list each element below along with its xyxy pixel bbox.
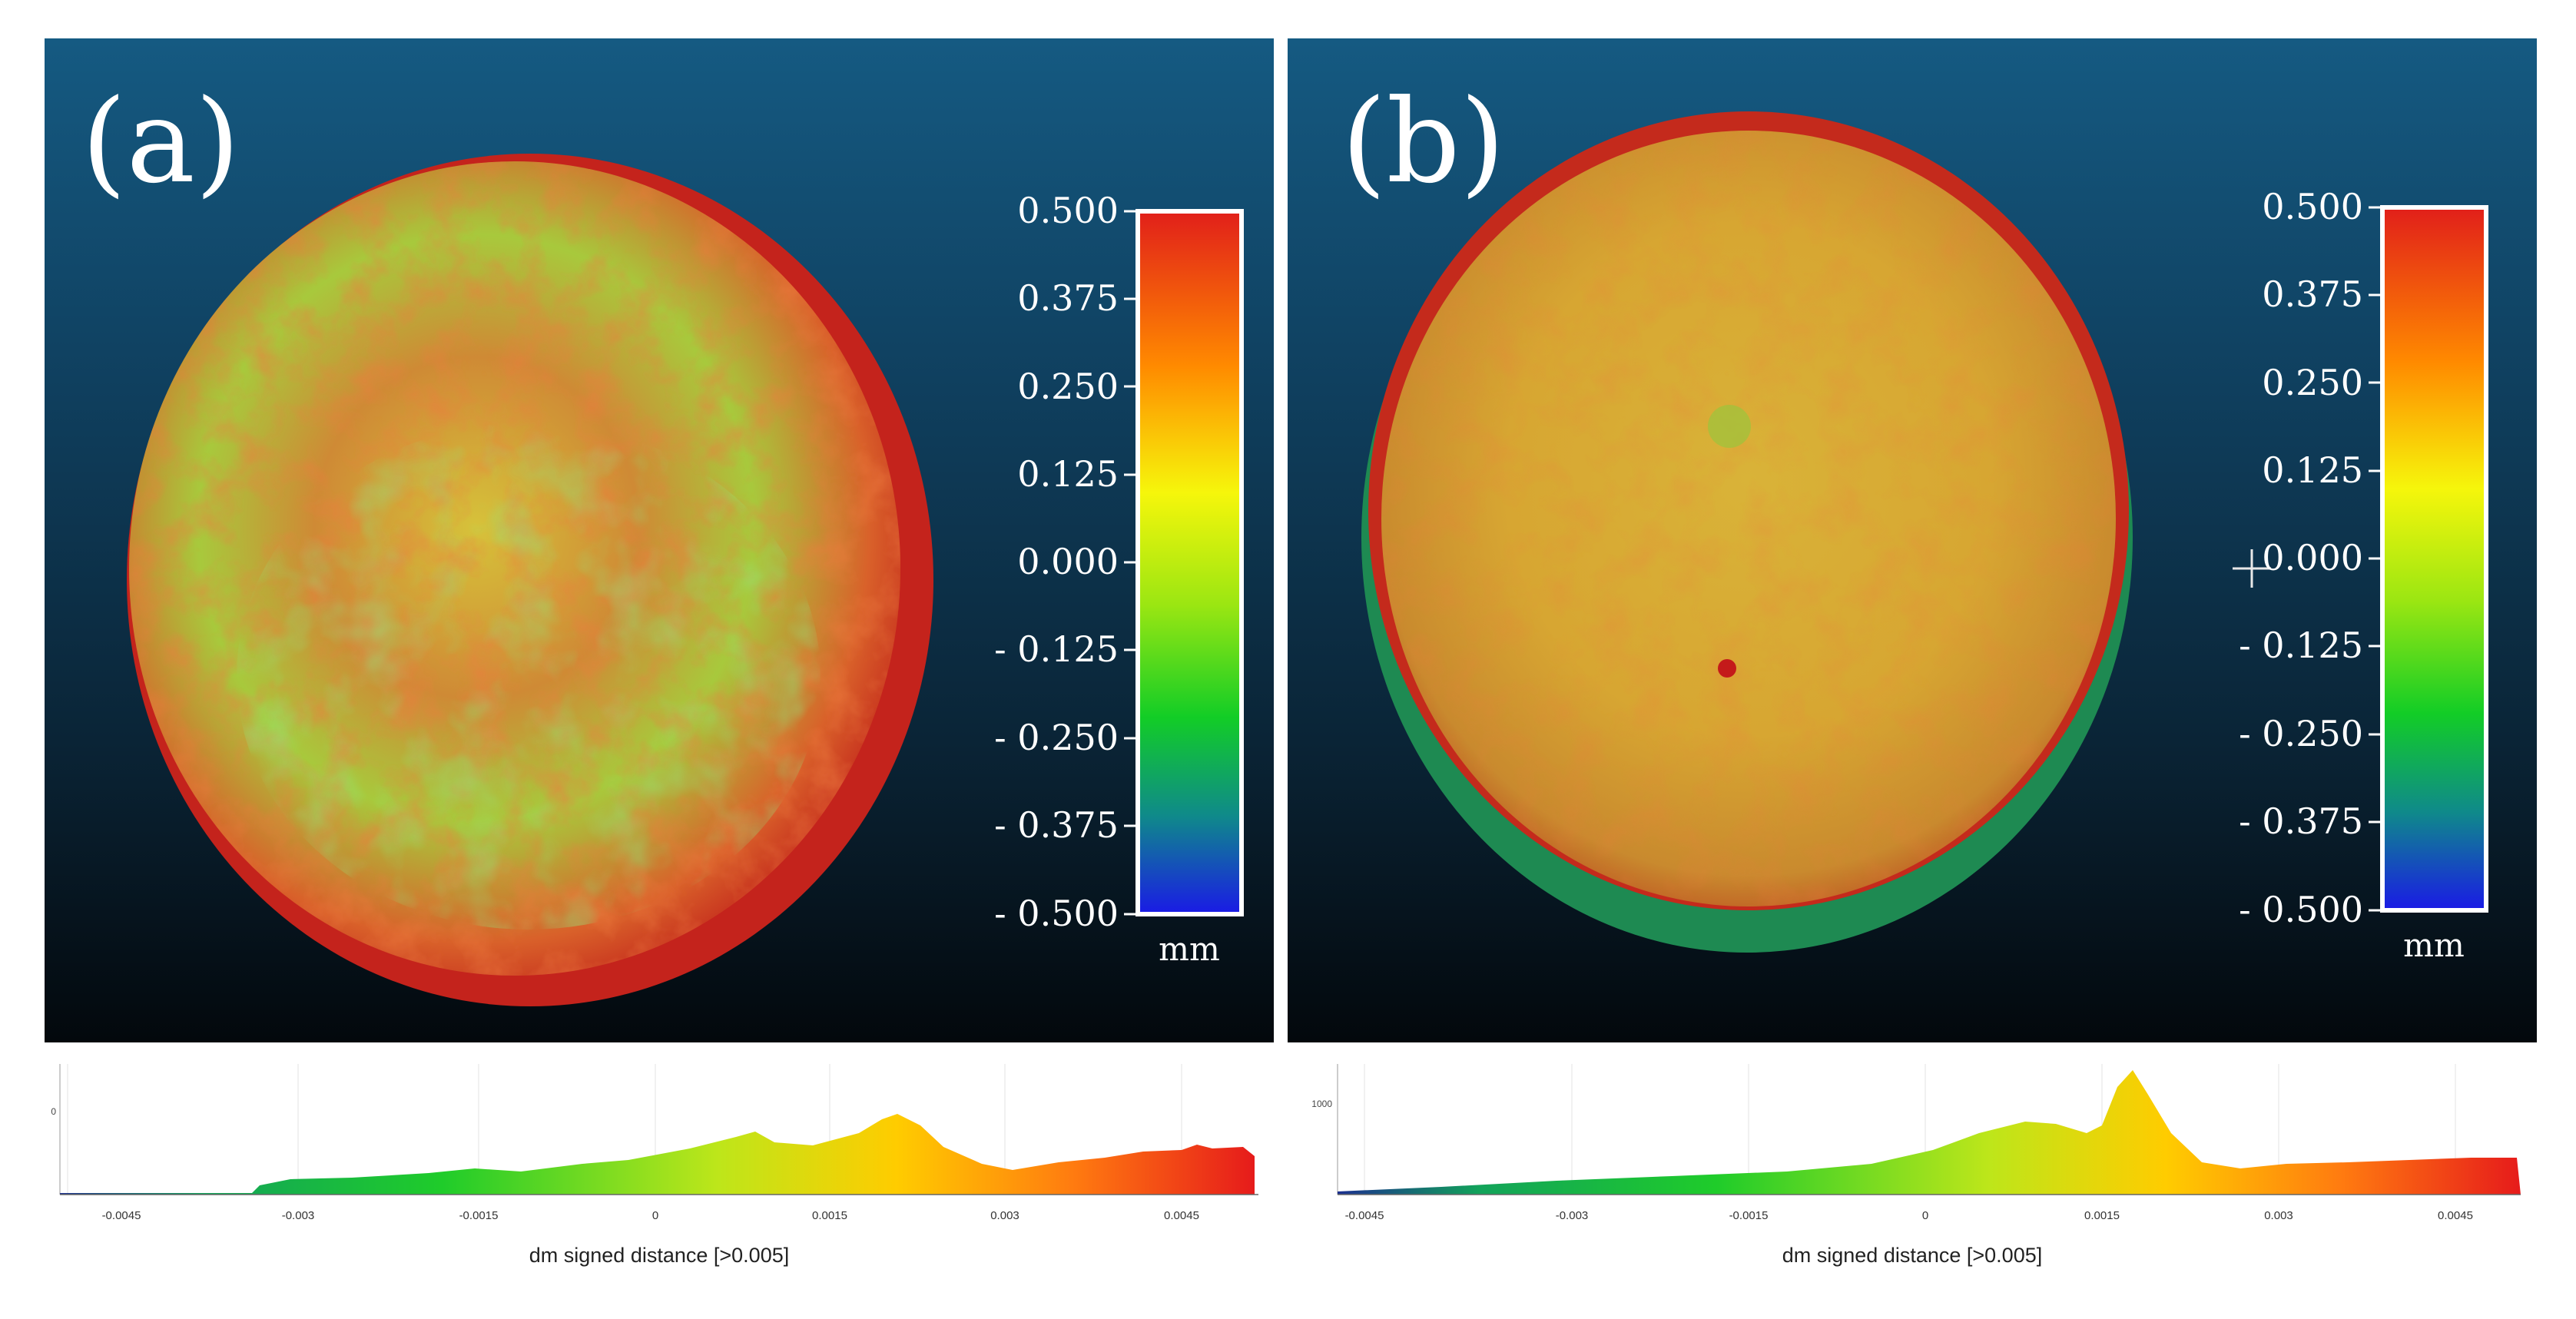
panel-a-tick: - 0.375 xyxy=(994,804,1119,846)
histogram-b-xtitle: dm signed distance [>0.005] xyxy=(1782,1244,2042,1267)
histogram-a-xtitle: dm signed distance [>0.005] xyxy=(529,1244,789,1267)
panel-b-disc-texture xyxy=(1381,131,2116,906)
panel-b-colorbar xyxy=(2380,205,2488,913)
panel-a-tick: - 0.500 xyxy=(994,893,1119,934)
histogram-a-xtick: -0.003 xyxy=(282,1209,315,1222)
histogram-a-xtick: 0.0045 xyxy=(1164,1209,1199,1222)
panel-a: (a) 0.500 0.375 0.250 0.125 0.000 - 0.12… xyxy=(45,38,1274,1042)
panel-a-tick: 0.125 xyxy=(1017,453,1119,495)
histogram-b-distribution xyxy=(1338,1070,2521,1195)
histogram-b-xtick: -0.003 xyxy=(1556,1209,1589,1222)
panel-b-tick: - 0.250 xyxy=(2239,713,2363,754)
panel-b-green-spot xyxy=(1708,405,1751,448)
panel-b-label: (b) xyxy=(1341,75,1506,209)
panel-a-label: (a) xyxy=(81,75,240,209)
histogram-b-xtick: 0 xyxy=(1922,1209,1928,1222)
panel-a-tick: 0.500 xyxy=(1017,190,1119,231)
panel-a-tick: 0.000 xyxy=(1017,541,1119,582)
panel-a-scale-ticks: 0.500 0.375 0.250 0.125 0.000 - 0.125 - … xyxy=(994,190,1138,934)
histogram-b-xtick: -0.0015 xyxy=(1729,1209,1769,1222)
panel-a-disc-texture-green xyxy=(237,423,821,930)
panel-b-tick: - 0.500 xyxy=(2239,889,2363,930)
histogram-b-xtick: 0.0015 xyxy=(2084,1209,2120,1222)
histogram-b: 1000 -0.0045 -0.003 -0.0015 0 0.0015 0.0… xyxy=(1288,1049,2537,1279)
histogram-a-ytick: 0 xyxy=(51,1106,56,1117)
histogram-a-xtick: 0 xyxy=(652,1209,658,1222)
panel-b-tick: 0.125 xyxy=(2262,449,2363,491)
crosshair-icon xyxy=(2233,549,2271,588)
panel-a-tick: 0.250 xyxy=(1017,366,1119,407)
panel-a-tick: - 0.125 xyxy=(994,628,1119,670)
histogram-b-ytick: 1000 xyxy=(1311,1099,1332,1109)
panel-b-tick: 0.500 xyxy=(2262,186,2363,227)
histogram-a-xtick: 0.003 xyxy=(990,1209,1019,1222)
histogram-a-distribution xyxy=(60,1114,1255,1195)
histogram-a-xtick: -0.0015 xyxy=(459,1209,499,1222)
panel-a-unit: mm xyxy=(1159,930,1220,968)
panel-b-scan: 0.500 0.375 0.250 0.125 0.000 - 0.125 - … xyxy=(1361,111,2488,964)
panel-b-tick: 0.000 xyxy=(2262,537,2363,578)
histogram-a-xtick: -0.0045 xyxy=(102,1209,141,1222)
histogram-a-xtick: 0.0015 xyxy=(812,1209,847,1222)
panel-b-scale-ticks: 0.500 0.375 0.250 0.125 0.000 - 0.125 - … xyxy=(2239,186,2382,930)
panel-a-colorbar xyxy=(1135,209,1244,916)
panel-b-unit: mm xyxy=(2403,926,2465,964)
panel-b-tick: 0.375 xyxy=(2262,273,2363,315)
histogram-b-xticks: -0.0045 -0.003 -0.0015 0 0.0015 0.003 0.… xyxy=(1345,1209,2473,1222)
panel-b-tick: - 0.375 xyxy=(2239,800,2363,842)
panel-b-defect-spot xyxy=(1718,659,1736,678)
histogram-b-xtick: -0.0045 xyxy=(1345,1209,1384,1222)
panel-b: (b) 0.500 0.375 0.250 0.125 0.000 - 0.12… xyxy=(1288,38,2537,1042)
histogram-b-xtick: 0.0045 xyxy=(2438,1209,2473,1222)
histogram-a-xticks: -0.0045 -0.003 -0.0015 0 0.0015 0.003 0.… xyxy=(102,1209,1199,1222)
panel-a-scan: 0.500 0.375 0.250 0.125 0.000 - 0.125 - … xyxy=(127,154,1244,1006)
panel-b-tick: - 0.125 xyxy=(2239,625,2363,666)
histogram-b-xtick: 0.003 xyxy=(2264,1209,2293,1222)
panel-a-tick: - 0.250 xyxy=(994,717,1119,758)
histogram-a: 0 -0.0045 -0.003 -0.0015 0 0.0015 0.003 … xyxy=(45,1049,1274,1279)
panel-a-tick: 0.375 xyxy=(1017,277,1119,319)
panel-b-tick: 0.250 xyxy=(2262,362,2363,403)
